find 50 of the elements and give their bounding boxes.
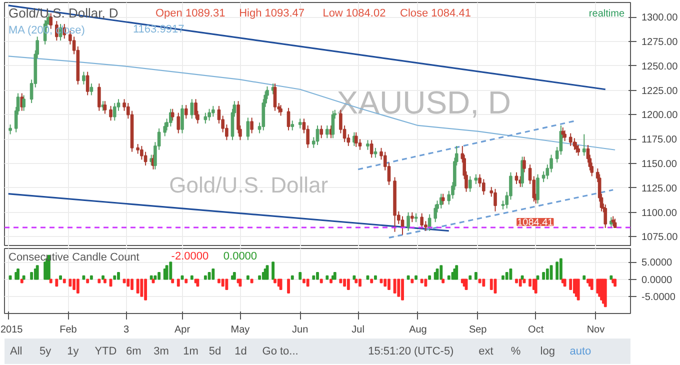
text: 5d	[208, 346, 222, 358]
text: 3m	[154, 346, 169, 358]
annotation: Close 1084.41	[400, 8, 471, 20]
x-tick-label: Aug	[409, 324, 427, 336]
annotation: 1163.9917	[133, 24, 184, 36]
text: log	[540, 346, 555, 358]
text: 5y	[39, 346, 52, 358]
y-tick-label: 1250.00	[642, 61, 678, 72]
x-tick-label: 2015	[0, 324, 24, 336]
y-tick-label: 1100.00	[642, 208, 678, 219]
text: auto	[570, 346, 592, 358]
text: %	[510, 346, 521, 358]
annotation: realtime	[588, 8, 625, 20]
x-tick-label: Nov	[586, 324, 605, 336]
annotation: Open 1089.31	[156, 8, 226, 20]
y-tick-label: 1125.00	[642, 183, 678, 194]
x-tick-label: Jun	[292, 324, 308, 336]
text: ext	[478, 346, 494, 358]
annotation: -2.0000	[171, 250, 209, 262]
y-tick-label: 1150.00	[642, 159, 678, 170]
y-tick-label: 1300.00	[642, 12, 678, 24]
x-tick-label: May	[230, 324, 250, 336]
x-tick-label: 3	[123, 324, 130, 336]
x-tick-label: Apr	[174, 324, 191, 336]
ref-line-label: 1084.41	[517, 218, 554, 229]
y-tick-label: 1225.00	[642, 86, 678, 97]
text: 1m	[183, 346, 198, 358]
text: 15:51:20 (UTC-5)	[368, 346, 454, 358]
y-tick-label: 1075.00	[642, 232, 678, 244]
x-tick-label: Sep	[468, 324, 488, 336]
y-tick-label: -5.0000	[642, 292, 676, 303]
text: YTD	[94, 346, 117, 358]
text: All	[10, 346, 22, 358]
text: Go to...	[262, 346, 298, 358]
annotation: Gold/U.S. Dollar	[169, 172, 328, 198]
annotation: Low 1084.02	[322, 8, 386, 20]
x-tick-label: Oct	[528, 324, 544, 336]
text: 1y	[67, 346, 80, 358]
x-tick-label: Jul	[352, 324, 364, 336]
y-tick-label: 5.0000	[642, 258, 673, 269]
annotation: 0.0000	[223, 250, 258, 262]
annotation: XAUUSD, D	[336, 84, 512, 121]
text: 6m	[126, 346, 142, 358]
y-tick-label: 0.0000	[642, 274, 673, 286]
y-tick-label: 1175.00	[642, 134, 678, 146]
y-tick-label: 1200.00	[642, 110, 678, 122]
y-tick-label: 1275.00	[642, 37, 678, 48]
text: 1d	[234, 346, 247, 358]
annotation: High 1093.47	[239, 8, 305, 20]
x-tick-label: Feb	[60, 324, 78, 336]
